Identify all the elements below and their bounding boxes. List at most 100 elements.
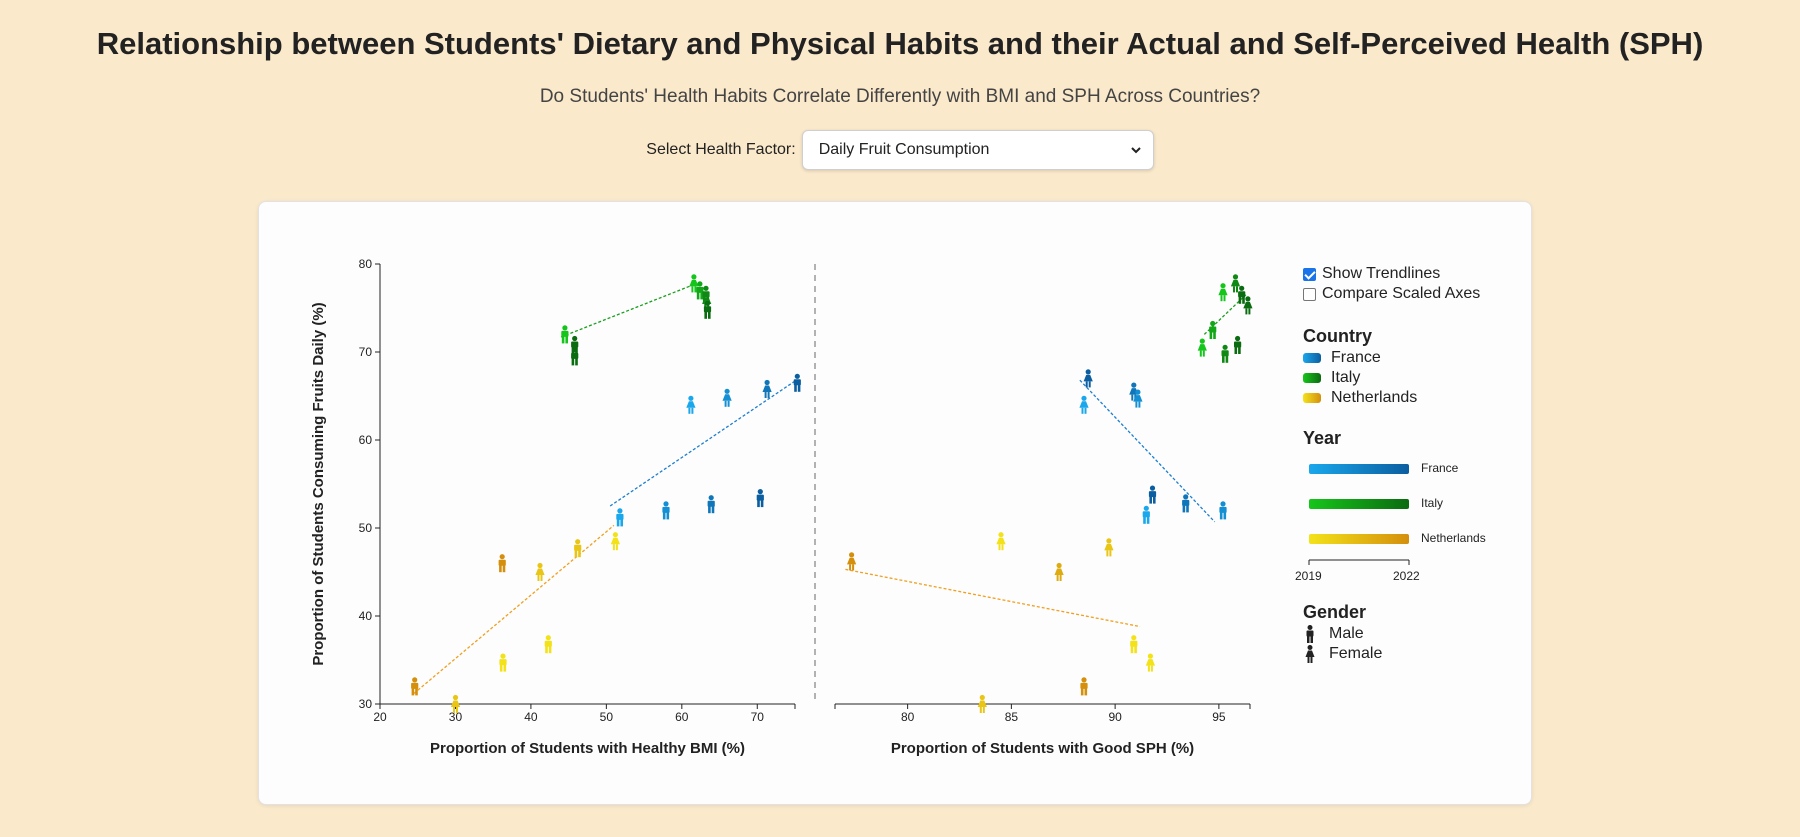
x-tick-label: 60 [675,710,689,724]
data-point-france-male [793,373,801,392]
legend-country-netherlands: Netherlands [1303,388,1503,408]
compare-scaled-axes-option[interactable]: Compare Scaled Axes [1303,284,1503,304]
legend-gender-female: Female [1303,644,1503,664]
compare-scaled-axes-label: Compare Scaled Axes [1322,285,1481,302]
point-leg [1242,296,1245,304]
trendline-netherlands [413,524,615,694]
point-body [411,682,419,689]
data-point-italy-male [1238,285,1246,304]
point-head [612,532,618,538]
point-leg [1213,332,1216,339]
point-body [722,394,732,401]
data-point-netherlands-female [535,562,545,581]
year-scale-axis [1308,559,1410,565]
trendline-italy [560,282,698,338]
show-trendlines-checkbox[interactable] [1303,267,1316,281]
point-head [1085,369,1091,375]
point-head [1199,338,1205,344]
point-leg [548,646,552,654]
point-head [1245,296,1251,302]
year-bar-italy-label: Italy [1421,496,1444,510]
point-leg [711,506,715,514]
point-leg [502,565,506,573]
point-head [1222,344,1228,350]
data-point-netherlands-female [1054,562,1064,581]
scatter-panel-sph: 80 85 90 95 Proportion of Students with Good… [834,274,1253,757]
year-bar-italy [1309,499,1409,509]
point-head [1210,320,1216,327]
point-leg [1146,516,1150,524]
year-legend: France Italy Netherlands 2019 2022 [1295,456,1503,586]
male-figure-icon [1306,625,1314,643]
y-axis-label: Proportion of Students Consuming Fruits … [310,302,327,665]
point-head [562,325,568,331]
point-leg [499,664,503,672]
point-leg [1223,512,1227,520]
compare-scaled-axes-checkbox[interactable] [1303,287,1316,301]
point-head [979,694,985,701]
point-body [571,341,579,348]
point-leg [1134,646,1137,654]
point-leg [724,400,727,407]
page-subtitle: Do Students' Health Habits Correlate Dif… [539,86,1261,107]
point-leg [696,292,700,300]
netherlands-label: Netherlands [1331,389,1418,406]
point-body [756,494,764,501]
point-leg [700,292,703,300]
point-leg [1238,347,1241,354]
point-head [1149,485,1156,491]
point-head [764,379,770,386]
point-leg [691,286,694,293]
y-tick-label: 40 [359,609,373,623]
france-label: France [1331,349,1381,366]
point-body [1221,350,1229,357]
scatter-panel-bmi: 20 30 40 50 60 70 Proportion of Students with … [373,274,801,757]
legend: Show Trendlines Compare Scaled Axes Coun… [1295,264,1503,664]
data-point-netherlands-female [977,694,987,713]
point-leg [1109,550,1112,557]
point-leg [1153,496,1156,504]
data-point-italy-male [696,281,704,300]
point-leg [797,384,801,392]
data-point-italy-female [1230,274,1241,293]
point-body [1054,568,1064,575]
point-body [996,537,1006,545]
point-leg [998,544,1001,551]
point-leg [1182,505,1186,513]
point-body [1238,291,1246,298]
point-body [1130,640,1138,647]
point-head [1106,538,1112,544]
point-leg [415,688,418,696]
page-title: Relationship between Students' Dietary a… [96,26,1704,61]
data-point-italy-male [703,300,712,319]
point-body [1083,374,1093,382]
data-point-netherlands-male [499,653,507,672]
point-leg [1143,516,1146,524]
show-trendlines-option[interactable]: Show Trendlines [1303,264,1503,284]
point-leg [757,500,760,508]
health-factor-select[interactable]: Daily Fruit Consumption [801,130,1154,170]
data-point-netherlands-female [1145,653,1155,672]
point-leg [1106,550,1109,557]
point-leg [708,506,711,514]
italy-label: Italy [1331,369,1361,386]
data-point-france-female [1133,389,1143,408]
point-leg [499,565,502,573]
point-leg [1234,347,1238,354]
point-body [1234,341,1242,348]
point-leg [565,336,568,344]
data-point-france-male [1219,501,1227,520]
point-head [575,539,581,545]
point-body [1080,682,1088,689]
point-body [1079,401,1089,408]
data-point-netherlands-female [847,552,857,571]
point-head [500,653,506,659]
point-leg [704,311,707,319]
netherlands-swatch [1303,393,1321,403]
point-head [1135,389,1141,395]
point-body [703,306,712,313]
point-body [610,537,620,545]
point-head [1183,494,1189,500]
x-tick-label: 40 [524,710,538,724]
year-legend-title: Year [1303,428,1342,448]
